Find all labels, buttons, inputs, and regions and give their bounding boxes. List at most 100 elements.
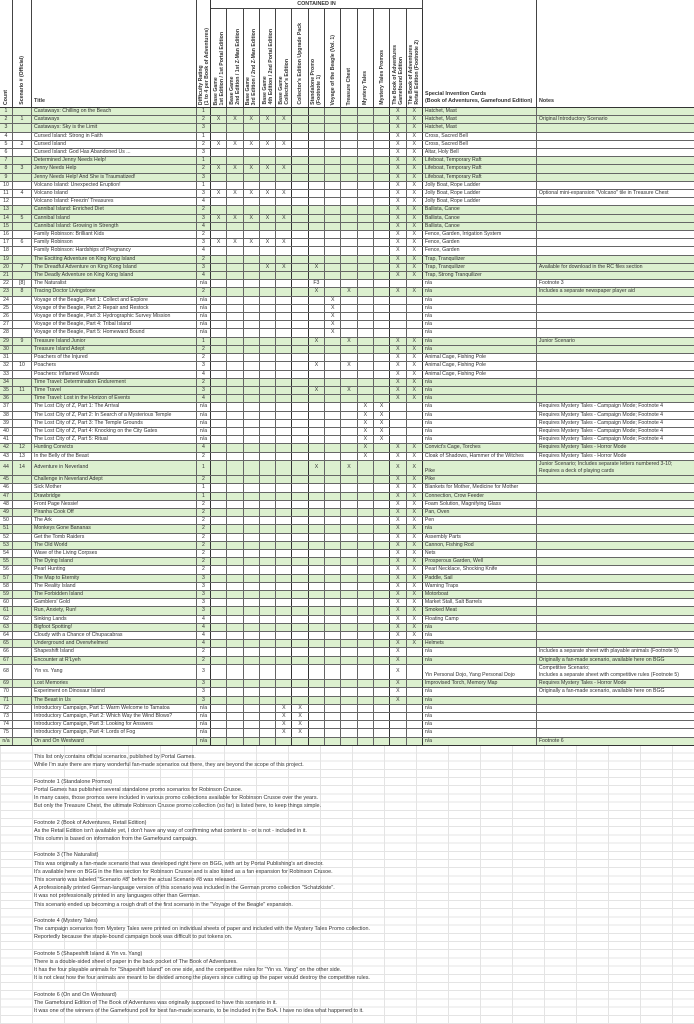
cell-contained-in[interactable]: X [407, 599, 423, 607]
cell-contained-in[interactable] [211, 206, 228, 214]
cell-contained-in[interactable] [325, 395, 342, 403]
cell-contained-in[interactable] [292, 280, 309, 288]
cell-count[interactable]: 27 [0, 321, 13, 329]
cell-contained-in[interactable] [374, 395, 391, 403]
cell-contained-in[interactable] [292, 108, 309, 116]
cell-contained-in[interactable] [211, 436, 228, 444]
cell-contained-in[interactable] [292, 378, 309, 386]
cell-contained-in[interactable]: X [390, 124, 407, 132]
cell-contained-in[interactable] [244, 508, 260, 517]
cell-special-invention-cards[interactable]: Foam Solution, Magnifying Glass [423, 500, 537, 508]
cell-contained-in[interactable] [260, 582, 277, 590]
cell-notes[interactable] [537, 542, 694, 549]
cell-contained-in[interactable]: X [227, 239, 244, 247]
cell-contained-in[interactable] [260, 296, 277, 304]
cell-contained-in[interactable] [341, 345, 358, 354]
cell-contained-in[interactable] [309, 108, 326, 116]
cell-contained-in[interactable] [244, 329, 260, 337]
cell-contained-in[interactable] [341, 640, 358, 648]
cell-contained-in[interactable]: X [390, 247, 407, 255]
cell-notes[interactable] [537, 729, 694, 736]
cell-contained-in[interactable] [244, 533, 260, 541]
cell-scenario-number[interactable] [13, 533, 32, 541]
cell-contained-in[interactable] [227, 132, 244, 140]
cell-contained-in[interactable] [374, 713, 391, 721]
cell-contained-in[interactable] [341, 558, 358, 566]
cell-contained-in[interactable] [211, 231, 228, 239]
cell-scenario-number[interactable] [13, 484, 32, 492]
cell-contained-in[interactable]: X [407, 574, 423, 582]
cell-scenario-number[interactable]: 11 [13, 386, 32, 395]
cell-difficulty[interactable]: 3 [197, 574, 211, 582]
cell-contained-in[interactable] [341, 411, 358, 419]
cell-contained-in[interactable] [244, 386, 260, 395]
cell-notes[interactable] [537, 476, 694, 483]
cell-title[interactable]: Introductory Campaign, Part 2: Which Way… [32, 713, 197, 721]
cell-contained-in[interactable] [211, 492, 228, 500]
cell-contained-in[interactable] [227, 149, 244, 157]
cell-special-invention-cards[interactable]: Jolly Boat, Rope Ladder [423, 181, 537, 190]
cell-contained-in[interactable] [341, 680, 358, 688]
cell-contained-in[interactable] [260, 607, 277, 615]
cell-count[interactable]: 53 [0, 541, 13, 549]
cell-count[interactable]: 10 [0, 181, 13, 190]
cell-contained-in[interactable] [292, 549, 309, 558]
cell-contained-in[interactable]: X [390, 476, 407, 484]
cell-special-invention-cards[interactable]: Altar, Holy Bell [423, 149, 537, 157]
cell-contained-in[interactable] [211, 108, 228, 116]
cell-contained-in[interactable] [292, 386, 309, 395]
cell-difficulty[interactable]: 2 [197, 476, 211, 484]
cell-notes[interactable] [537, 354, 694, 361]
cell-contained-in[interactable] [276, 460, 293, 476]
cell-difficulty[interactable]: 2 [197, 116, 211, 124]
cell-contained-in[interactable] [227, 198, 244, 206]
cell-contained-in[interactable] [325, 272, 342, 280]
cell-contained-in[interactable]: X [390, 255, 407, 263]
cell-count[interactable]: 2 [0, 116, 13, 124]
cell-contained-in[interactable] [325, 108, 342, 116]
cell-contained-in[interactable] [325, 664, 342, 680]
cell-count[interactable]: n/a [0, 737, 13, 745]
cell-contained-in[interactable] [211, 296, 228, 304]
cell-contained-in[interactable]: X [407, 288, 423, 296]
cell-contained-in[interactable] [325, 500, 342, 508]
cell-contained-in[interactable] [341, 321, 358, 329]
cell-contained-in[interactable] [211, 737, 228, 745]
cell-contained-in[interactable] [358, 313, 374, 321]
cell-contained-in[interactable]: X [407, 517, 423, 525]
cell-notes[interactable] [537, 223, 694, 230]
cell-contained-in[interactable] [227, 173, 244, 181]
cell-contained-in[interactable] [325, 149, 342, 157]
cell-contained-in[interactable]: X [407, 508, 423, 517]
cell-count[interactable]: 49 [0, 508, 13, 517]
cell-contained-in[interactable] [211, 181, 228, 190]
cell-difficulty[interactable]: 2 [197, 525, 211, 533]
cell-contained-in[interactable] [309, 607, 326, 615]
cell-contained-in[interactable] [260, 124, 277, 132]
cell-contained-in[interactable] [325, 599, 342, 607]
cell-scenario-number[interactable]: 12 [13, 444, 32, 452]
cell-contained-in[interactable] [292, 419, 309, 427]
cell-scenario-number[interactable] [13, 582, 32, 590]
cell-contained-in[interactable] [309, 566, 326, 574]
cell-contained-in[interactable] [227, 713, 244, 721]
cell-notes[interactable]: Requires Mystery Tales - Horror Mode [538, 452, 627, 459]
cell-contained-in[interactable] [211, 574, 228, 582]
cell-notes[interactable] [537, 550, 694, 557]
cell-difficulty[interactable]: 2 [197, 656, 211, 664]
cell-contained-in[interactable] [374, 149, 391, 157]
cell-contained-in[interactable] [227, 304, 244, 313]
cell-contained-in[interactable] [325, 116, 342, 124]
cell-contained-in[interactable] [390, 704, 407, 713]
cell-difficulty[interactable]: n/a [197, 704, 211, 713]
cell-special-invention-cards[interactable]: n/a [423, 419, 537, 427]
cell-contained-in[interactable] [244, 680, 260, 688]
cell-contained-in[interactable] [292, 517, 309, 525]
cell-contained-in[interactable] [244, 549, 260, 558]
cell-contained-in[interactable]: X [390, 173, 407, 181]
cell-contained-in[interactable] [244, 444, 260, 452]
cell-contained-in[interactable] [227, 255, 244, 263]
cell-difficulty[interactable]: 3 [197, 214, 211, 222]
cell-contained-in[interactable] [374, 533, 391, 541]
cell-scenario-number[interactable]: 8 [13, 288, 32, 296]
